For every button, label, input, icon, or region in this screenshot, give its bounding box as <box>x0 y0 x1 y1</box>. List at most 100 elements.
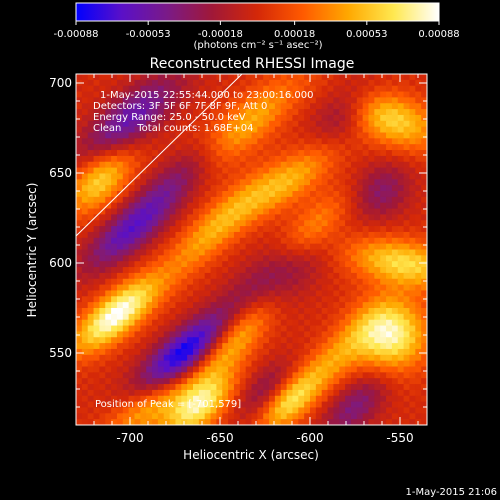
heatmap-cell <box>198 155 206 163</box>
heatmap-cell <box>222 167 229 175</box>
heatmap-cell <box>391 261 399 268</box>
heatmap-cell <box>356 185 364 192</box>
heatmap-cell <box>315 167 323 175</box>
heatmap-cell <box>292 237 299 245</box>
heatmap-cell <box>99 395 106 403</box>
heatmap-cell <box>333 313 340 321</box>
heatmap-cell <box>298 261 305 268</box>
heatmap-cell <box>111 302 118 309</box>
heatmap-cell <box>327 202 334 210</box>
heatmap-cell <box>193 284 200 292</box>
heatmap-cell <box>216 185 223 192</box>
heatmap-cell <box>321 384 329 391</box>
heatmap-cell <box>257 313 264 321</box>
heatmap-cell <box>362 308 370 315</box>
heatmap-cell <box>193 132 200 139</box>
heatmap-cell <box>391 103 399 110</box>
heatmap-cell <box>245 155 253 163</box>
heatmap-cell <box>350 255 358 262</box>
heatmap-cell <box>391 343 399 350</box>
heatmap-cell <box>76 325 83 332</box>
heatmap-cell <box>245 419 253 425</box>
heatmap-cell <box>269 255 276 262</box>
heatmap-cell <box>152 167 159 175</box>
heatmap-cell <box>274 114 282 122</box>
heatmap-cell <box>204 97 212 104</box>
heatmap-cell <box>374 202 381 210</box>
heatmap-cell <box>204 120 212 128</box>
heatmap-cell <box>374 267 381 274</box>
heatmap-cell <box>93 191 100 198</box>
heatmap-cell <box>269 144 276 151</box>
heatmap-cell <box>374 413 381 420</box>
heatmap-cell <box>181 296 188 303</box>
heatmap-cell <box>310 114 317 122</box>
heatmap-cell <box>356 267 364 274</box>
heatmap-cell <box>198 366 206 373</box>
heatmap-cell <box>321 302 329 309</box>
heatmap-cell <box>228 97 235 104</box>
heatmap-cell <box>175 191 182 198</box>
heatmap-cell <box>181 150 188 157</box>
heatmap-cell <box>134 120 141 128</box>
heatmap-cell <box>187 103 194 110</box>
heatmap-cell <box>116 284 124 292</box>
heatmap-cell <box>193 308 200 315</box>
heatmap-cell <box>204 302 212 309</box>
heatmap-cell <box>245 114 253 122</box>
heatmap-cell <box>122 196 130 204</box>
heatmap-cell <box>263 389 270 397</box>
heatmap-cell <box>233 302 241 309</box>
heatmap-cell <box>239 155 247 163</box>
heatmap-cell <box>386 284 393 292</box>
heatmap-cell <box>345 202 352 210</box>
heatmap-cell <box>152 179 159 186</box>
heatmap-cell <box>233 337 241 344</box>
heatmap-cell <box>374 109 381 116</box>
heatmap-cell <box>374 372 381 379</box>
heatmap-cell <box>122 74 130 81</box>
heatmap-cell <box>391 161 399 169</box>
heatmap-cell <box>228 79 235 87</box>
heatmap-cell <box>128 226 136 233</box>
heatmap-cell <box>233 401 241 409</box>
heatmap-cell <box>415 384 422 391</box>
heatmap-cell <box>140 196 147 204</box>
heatmap-cell <box>175 126 182 134</box>
heatmap-cell <box>216 401 223 409</box>
heatmap-cell <box>210 331 217 338</box>
heatmap-cell <box>204 354 212 362</box>
heatmap-cell <box>128 378 136 385</box>
heatmap-cell <box>321 226 329 233</box>
heatmap-cell <box>397 284 405 292</box>
heatmap-cell <box>269 372 276 379</box>
heatmap-cell <box>298 413 305 420</box>
heatmap-cell <box>274 319 282 327</box>
heatmap-cell <box>333 255 340 262</box>
heatmap-cell <box>216 267 223 274</box>
heatmap-cell <box>415 401 422 409</box>
heatmap-cell <box>210 384 217 391</box>
heatmap-cell <box>152 407 159 414</box>
heatmap-cell <box>374 296 381 303</box>
heatmap-cell <box>380 413 387 420</box>
heatmap-cell <box>339 185 346 192</box>
heatmap-cell <box>111 366 118 373</box>
heatmap-cell <box>111 319 118 327</box>
heatmap-cell <box>140 243 147 251</box>
heatmap-cell <box>263 237 270 245</box>
heatmap-cell <box>403 249 411 256</box>
heatmap-cell <box>274 109 282 116</box>
heatmap-cell <box>163 261 171 268</box>
heatmap-cell <box>204 191 212 198</box>
heatmap-cell <box>175 150 182 157</box>
heatmap-cell <box>421 296 427 303</box>
heatmap-cell <box>187 173 194 180</box>
heatmap-cell <box>380 202 387 210</box>
heatmap-cell <box>409 325 416 332</box>
heatmap-cell <box>222 354 229 362</box>
heatmap-cell <box>345 343 352 350</box>
heatmap-cell <box>251 91 258 98</box>
heatmap-cell <box>298 226 305 233</box>
heatmap-cell <box>134 126 141 134</box>
